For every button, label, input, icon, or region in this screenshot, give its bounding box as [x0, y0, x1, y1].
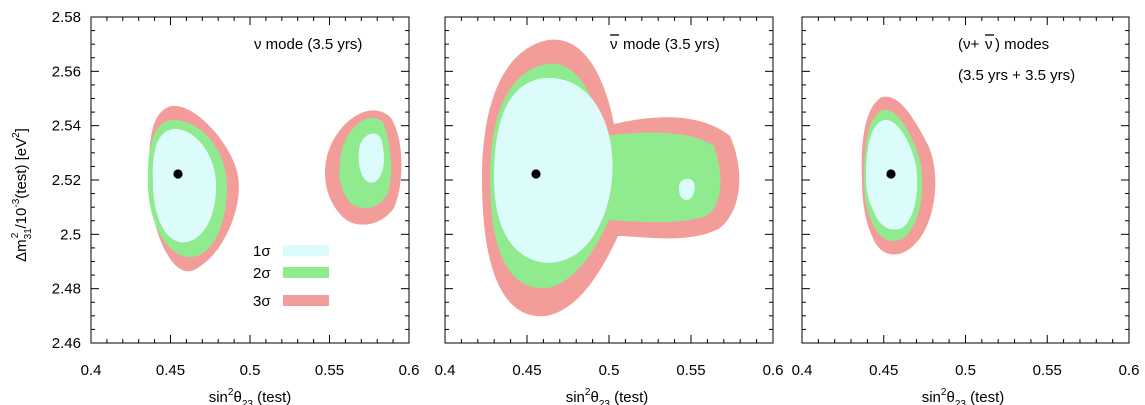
x-tick-label-middle-0: 0.4 [435, 362, 456, 379]
legend-label-3sigma: 3σ [253, 293, 271, 310]
x-tick-label-right-0: 0.4 [792, 362, 813, 379]
contour-1sigma-left-island [358, 133, 384, 183]
y-tick-label-5: 2.56 [52, 63, 81, 80]
contour-1sigma-middle-main [494, 77, 613, 263]
y-axis-title: Δm312 /10-3(test) [eV2] [10, 128, 34, 262]
x-tick-label-middle-4: 0.6 [763, 362, 784, 379]
x-axis-right: 0.4 0.45 0.5 0.55 0.6 [792, 16, 1140, 379]
x-axis-left: 0.4 0.45 0.5 0.55 0.6 [81, 17, 420, 379]
y-tick-label-4: 2.54 [52, 118, 81, 135]
best-fit-point-left [173, 169, 183, 179]
x-tick-label-left-1: 0.45 [156, 362, 185, 379]
legend-swatch-3sigma [283, 295, 329, 306]
y-axis-left: 2.46 2.48 2.5 2.52 2.54 2.56 2.58 [52, 9, 409, 352]
annotation-right-line1-nubar: ν [985, 36, 993, 53]
panel-frame-left [90, 16, 410, 344]
legend: 1σ 2σ 3σ [253, 243, 329, 310]
x-tick-label-middle-2: 0.5 [599, 362, 620, 379]
annotation-middle-nubar: ν [610, 36, 618, 53]
plot-area-right: (ν+ ν ) modes (3.5 yrs + 3.5 yrs) [861, 34, 1075, 255]
y-tick-label-3: 2.52 [52, 172, 81, 189]
panel-left: 1σ 2σ 3σ ν mode (3.5 yrs) 2.46 2.48 2.5 2.5… [10, 9, 419, 405]
annotation-middle-text: mode (3.5 yrs) [623, 36, 720, 53]
panel-middle: ν mode (3.5 yrs) 0.4 0.45 0.5 0.55 0.6 sin2θ… [435, 16, 784, 405]
x-tick-label-left-2: 0.5 [240, 362, 261, 379]
annotation-right-line2: (3.5 yrs + 3.5 yrs) [958, 67, 1075, 84]
x-tick-label-right-3: 0.55 [1033, 362, 1062, 379]
panel-frame-right [801, 16, 1130, 344]
annotation-right-line1-open: (ν+ [958, 36, 979, 53]
x-tick-label-right-1: 0.45 [869, 362, 898, 379]
panel-frame-middle [444, 16, 774, 344]
best-fit-point-middle [531, 169, 541, 179]
legend-label-1sigma: 1σ [253, 243, 271, 260]
y-tick-label-6: 2.58 [52, 9, 81, 26]
y-tick-label-2: 2.5 [60, 226, 81, 243]
annotation-right-line1-rest: ) modes [995, 36, 1049, 53]
plot-area-middle: ν mode (3.5 yrs) [482, 34, 740, 317]
x-tick-label-middle-1: 0.45 [512, 362, 541, 379]
x-axis-title-middle: sin2θ23 (test) [566, 387, 649, 405]
x-axis-title-right: sin2θ23 (test) [922, 387, 1005, 405]
legend-label-2sigma: 2σ [253, 265, 271, 282]
contour-1sigma-middle-island [678, 178, 695, 200]
x-axis-middle: 0.4 0.45 0.5 0.55 0.6 [435, 16, 784, 379]
x-tick-label-left-4: 0.6 [399, 362, 420, 379]
x-tick-label-left-3: 0.55 [315, 362, 344, 379]
x-tick-label-middle-3: 0.55 [676, 362, 705, 379]
y-tick-label-1: 2.48 [52, 281, 81, 298]
plot-area-left: 1σ 2σ 3σ ν mode (3.5 yrs) [147, 36, 402, 310]
x-tick-label-left-0: 0.4 [81, 362, 102, 379]
x-axis-title-left: sin2θ23 (test) [209, 387, 292, 405]
annotation-middle: ν mode (3.5 yrs) [610, 34, 720, 53]
legend-swatch-2sigma [283, 267, 329, 278]
x-tick-label-right-4: 0.6 [1119, 362, 1140, 379]
y-tick-label-0: 2.46 [52, 335, 81, 352]
annotation-right: (ν+ ν ) modes (3.5 yrs + 3.5 yrs) [958, 34, 1075, 84]
x-tick-label-right-2: 0.5 [955, 362, 976, 379]
panel-right: (ν+ ν ) modes (3.5 yrs + 3.5 yrs) 0.4 0.4… [792, 16, 1140, 405]
contour-1sigma-left-main [152, 128, 217, 243]
annotation-left: ν mode (3.5 yrs) [254, 36, 362, 53]
legend-swatch-1sigma [283, 245, 329, 256]
best-fit-point-right [886, 169, 896, 179]
